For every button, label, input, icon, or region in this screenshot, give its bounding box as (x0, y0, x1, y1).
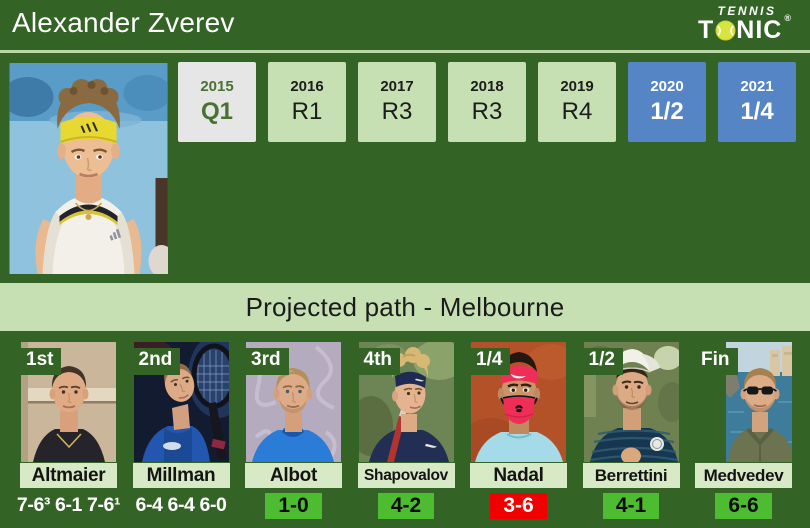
season-box-2019: 2019 R4 (538, 62, 616, 142)
opponent-name: Nadal (470, 463, 567, 488)
section-title: Projected path - Melbourne (245, 291, 565, 322)
season-result: R4 (561, 98, 593, 125)
projected-path-row: 1st Altmaier 7-6³ 6-1 7-6¹ (16, 342, 792, 519)
round-badge: 1/2 (582, 348, 623, 375)
season-box-2020: 2020 1/2 (628, 62, 706, 142)
match-score: 6-4 6-4 6-0 (135, 494, 227, 516)
season-year: 2015 (200, 78, 234, 95)
season-year: 2017 (380, 78, 414, 95)
opponent-card-nadal: 1/4 Nadal 3-6 (470, 342, 567, 519)
season-year: 2019 (560, 78, 594, 95)
round-badge: Fin (695, 348, 738, 375)
round-badge: 3rd (245, 348, 289, 375)
season-box-2017: 2017 R3 (358, 62, 436, 142)
round-badge: 2nd (132, 348, 181, 375)
opponent-name: Millman (132, 463, 230, 488)
season-result: 1/2 (650, 98, 684, 125)
logo-word-tonic: T NIC ® (698, 14, 791, 44)
season-box-2015: 2015 Q1 (178, 62, 256, 142)
opponent-photo: 4th (357, 342, 455, 462)
match-score: 1-0 (265, 492, 322, 519)
logo-letters-nic: NIC (736, 16, 783, 44)
opponent-name: Medvedev (695, 463, 792, 488)
opponent-name: Shapovalov (357, 463, 455, 488)
opponent-photo: 2nd (132, 342, 230, 462)
season-year: 2018 (470, 78, 504, 95)
registered-trademark: ® (784, 13, 792, 23)
zverev-portrait-illustration (9, 63, 168, 274)
match-score: 4-2 (377, 492, 435, 519)
season-result: R1 (291, 98, 323, 125)
opponent-photo: 3rd (245, 342, 342, 462)
opponent-name: Altmaier (20, 463, 117, 488)
season-results-row: 2015 Q1 2016 R1 2017 R3 2018 R3 2019 R4 … (178, 62, 796, 142)
player-photo-zverev (9, 63, 168, 274)
match-score: 4-1 (602, 492, 660, 519)
logo-word-tennis: TENNIS (717, 4, 777, 18)
header: Alexander Zverev TENNIS T NIC ® (0, 0, 810, 53)
season-year: 2020 (650, 78, 684, 95)
match-score: 7-6³ 6-1 7-6¹ (16, 494, 121, 516)
opponent-card-altmaier: 1st Altmaier 7-6³ 6-1 7-6¹ (16, 342, 121, 519)
opponent-photo: Fin (695, 342, 792, 462)
match-score: 6-6 (715, 492, 772, 519)
opponent-photo: 1st (20, 342, 117, 462)
opponent-card-millman: 2nd Millman 6-4 6-4 6-0 (132, 342, 230, 519)
opponent-card-albot: 3rd Albot 1-0 (245, 342, 342, 519)
season-result: Q1 (200, 98, 233, 125)
round-badge: 4th (357, 348, 400, 375)
round-badge: 1/4 (470, 348, 511, 375)
section-header: Projected path - Melbourne (0, 283, 810, 331)
opponent-card-medvedev: Fin Medvedev 6-6 (695, 342, 792, 519)
opponent-card-berrettini: 1/2 Berrettini 4-1 (582, 342, 680, 519)
page-title: Alexander Zverev (12, 7, 235, 38)
season-result: R3 (471, 98, 503, 125)
tennis-ball-icon (715, 20, 736, 41)
opponent-name: Berrettini (582, 463, 680, 488)
logo-letter-t: T (698, 16, 715, 44)
opponent-photo: 1/4 (470, 342, 567, 462)
season-year: 2016 (290, 78, 324, 95)
season-box-2016: 2016 R1 (268, 62, 346, 142)
season-box-2021: 2021 1/4 (718, 62, 796, 142)
opponent-photo: 1/2 (582, 342, 680, 462)
round-badge: 1st (20, 348, 62, 375)
tennis-tonic-logo: TENNIS T NIC ® (688, 2, 800, 43)
opponent-name: Albot (245, 463, 342, 488)
match-score: 3-6 (490, 492, 547, 519)
season-year: 2021 (740, 78, 774, 95)
altmaier-portrait-illustration (21, 342, 116, 462)
season-result: 1/4 (740, 98, 774, 125)
nadal-portrait-illustration (471, 342, 566, 462)
opponent-card-shapovalov: 4th Shapovalov 4-2 (357, 342, 455, 519)
season-result: R3 (381, 98, 413, 125)
season-box-2018: 2018 R3 (448, 62, 526, 142)
